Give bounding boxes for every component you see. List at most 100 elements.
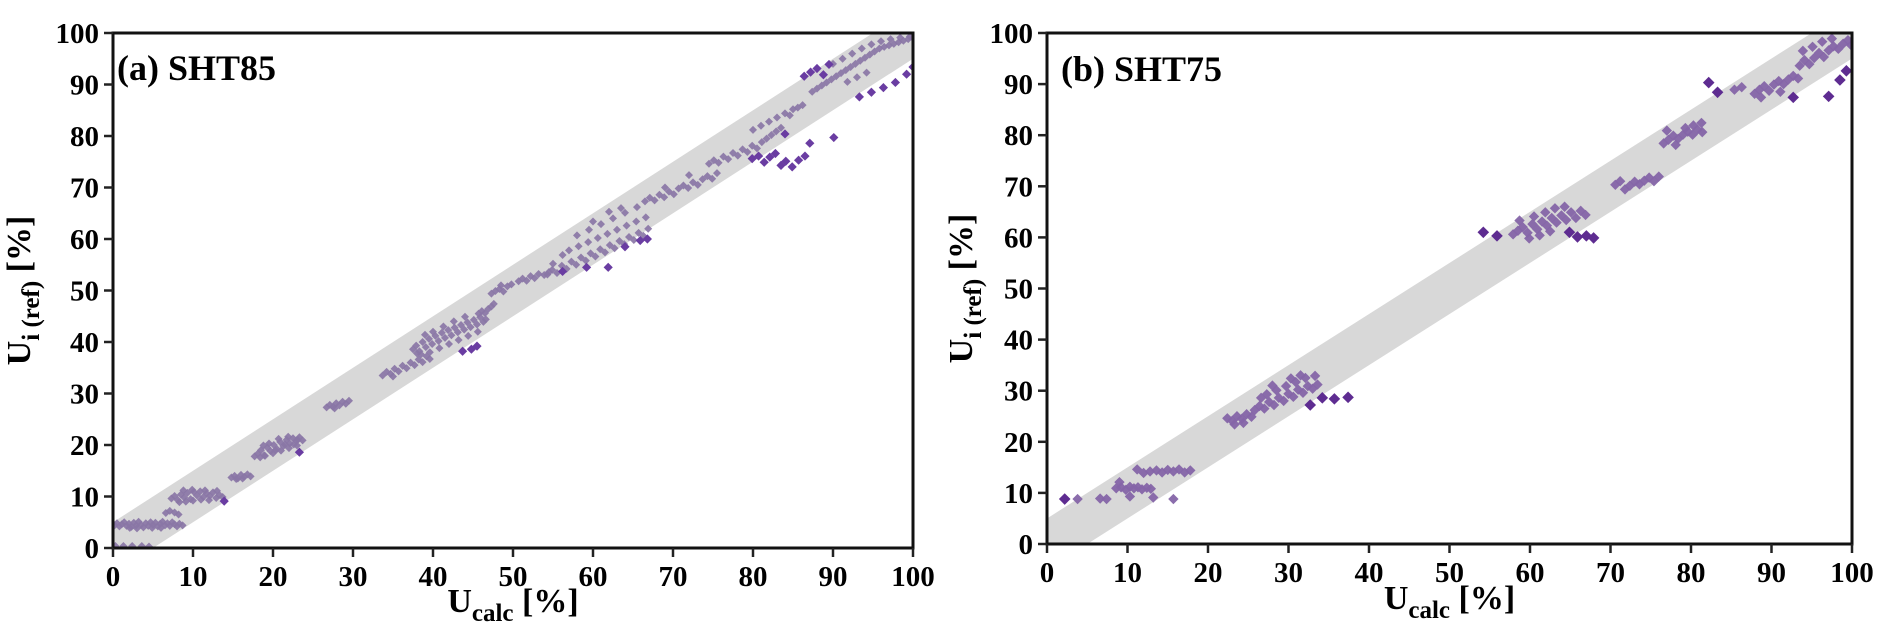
scatter-point: [1540, 207, 1551, 218]
scatter-point: [1792, 73, 1804, 84]
scatter-point: [866, 87, 876, 97]
scatter-point: [1670, 139, 1681, 151]
scatter-point: [753, 144, 761, 153]
scatter-point: [714, 158, 723, 167]
scatter-point: [1514, 215, 1525, 226]
y-axis-label: Ui (ref) [%]: [946, 214, 987, 364]
scatter-point: [1778, 78, 1789, 90]
scatter-point: [1775, 86, 1786, 97]
scatter-point: [794, 155, 804, 165]
scatter-point: [633, 203, 641, 212]
scatter-point: [1653, 171, 1664, 182]
scatter-point: [1624, 180, 1636, 191]
scatter-point: [1614, 175, 1626, 187]
scatter-point: [294, 447, 304, 457]
scatter-point: [418, 358, 427, 367]
scatter-point: [1639, 175, 1650, 186]
scatter-point: [838, 54, 847, 63]
x-axis-label-unit: [%]: [1450, 580, 1515, 617]
scatter-point: [635, 235, 645, 246]
scatter-point: [1261, 389, 1272, 400]
scatter-point: [693, 180, 702, 189]
scatter-point: [581, 256, 590, 265]
scatter-point: [585, 225, 593, 234]
x-axis-label-sub: calc: [472, 600, 514, 627]
series-main: [113, 33, 913, 548]
scatter-point: [113, 541, 120, 548]
y-tick-label: 100: [990, 18, 1034, 50]
scatter-point: [1546, 212, 1557, 224]
scatter-point: [829, 132, 839, 143]
scatter-point: [661, 183, 669, 192]
scatter-point: [603, 229, 612, 238]
x-tick-label: 20: [259, 561, 288, 593]
scatter-point: [1687, 129, 1698, 140]
scatter-point: [178, 521, 187, 530]
scatter-point: [543, 270, 552, 279]
y-axis-label-unit: [%]: [1, 216, 38, 281]
series-outliers: [219, 59, 913, 506]
scatter-point: [412, 341, 421, 350]
scatter-point: [1094, 493, 1106, 504]
scatter-point: [573, 231, 581, 240]
scatter-point: [1536, 216, 1548, 227]
scatter-point: [787, 162, 797, 172]
scatter-point: [1328, 393, 1341, 405]
scatter-point: [148, 523, 157, 532]
scatter-point: [1677, 129, 1689, 140]
scatter-point: [558, 250, 567, 259]
scatter-point: [777, 123, 785, 132]
scatter-point: [846, 62, 855, 71]
scatter-point: [418, 338, 427, 346]
scatter-point: [1668, 130, 1679, 141]
scatter-point: [759, 157, 769, 167]
scatter-point: [458, 346, 468, 356]
y-tick-label: 80: [1004, 120, 1033, 152]
scatter-point: [1297, 387, 1309, 398]
scatter-point: [205, 496, 213, 505]
scatter-point: [1759, 80, 1770, 92]
scatter-point: [603, 262, 613, 272]
scatter-point: [886, 35, 895, 44]
y-tick-label: 50: [1004, 274, 1033, 306]
scatter-point: [1268, 399, 1280, 411]
scatter-point: [660, 193, 669, 202]
x-tick-label: 0: [106, 561, 121, 593]
scatter-point: [1736, 81, 1747, 93]
scatter-point: [1527, 218, 1538, 230]
scatter-point: [1807, 41, 1818, 52]
scatter-point: [558, 266, 568, 277]
scatter-point: [1813, 47, 1825, 59]
panel-title: (a) SHT85: [117, 48, 276, 88]
y-axis-label-sub: i (ref): [18, 281, 45, 341]
scatter-point: [261, 451, 269, 460]
scatter-point: [853, 73, 861, 82]
scatter-point: [549, 259, 557, 268]
scatter-point: [896, 33, 905, 42]
x-axis-label: Ucalc [%]: [447, 583, 578, 627]
scatter-point: [1549, 203, 1561, 214]
scatter-point: [762, 134, 771, 143]
scatter-point: [437, 328, 446, 337]
scatter-point: [1528, 211, 1540, 222]
scatter-point: [133, 524, 141, 533]
scatter-point: [854, 92, 864, 102]
scatter-point: [669, 190, 678, 199]
scatter-point: [122, 521, 131, 530]
scatter-point: [713, 169, 721, 178]
scatter-point: [1688, 120, 1699, 131]
y-axis-label-sub: i (ref): [960, 279, 987, 339]
scatter-point: [862, 68, 871, 77]
scatter-point: [201, 486, 209, 495]
scatter-point: [1300, 372, 1311, 384]
series-main: [1072, 33, 1852, 505]
scatter-point: [428, 340, 437, 349]
scatter-point: [447, 331, 456, 340]
x-tick-label: 30: [1274, 557, 1303, 589]
scatter-point: [770, 148, 780, 159]
scatter-point: [1680, 122, 1691, 134]
scatter-point: [441, 333, 449, 342]
scatter-point: [1692, 124, 1703, 135]
x-axis-label-base: U: [1384, 580, 1409, 617]
scatter-point: [425, 348, 434, 357]
